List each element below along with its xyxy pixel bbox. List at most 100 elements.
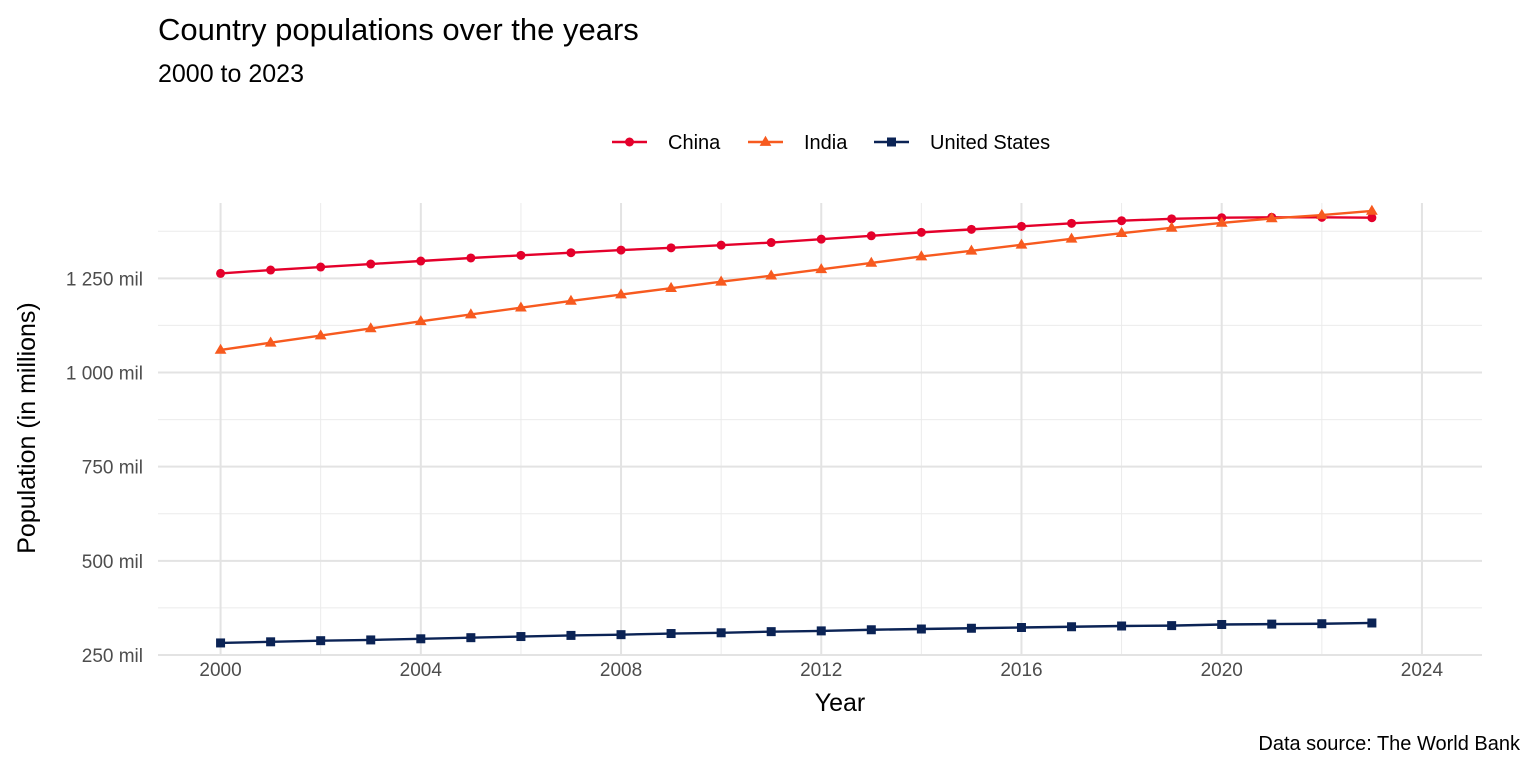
legend-label: United States xyxy=(930,132,1050,154)
chart-title: Country populations over the years xyxy=(158,12,639,47)
data-point-india xyxy=(1165,221,1178,232)
x-tick-label: 2008 xyxy=(600,660,642,681)
chart-subtitle: 2000 to 2023 xyxy=(158,60,304,88)
legend-key-marker xyxy=(887,137,896,147)
legend-item-china: China xyxy=(612,132,721,154)
data-point-china xyxy=(1117,216,1127,226)
y-tick-label: 1 000 mil xyxy=(66,364,143,385)
data-point-china xyxy=(716,240,726,250)
grid-major xyxy=(158,203,1482,656)
data-point-china xyxy=(466,253,476,263)
y-tick-label: 750 mil xyxy=(82,458,143,479)
legend-key-marker xyxy=(759,135,772,146)
series-layer xyxy=(214,204,1378,648)
data-point-united-states xyxy=(1016,623,1026,633)
x-axis-title: Year xyxy=(815,689,866,717)
data-point-china xyxy=(1167,214,1177,224)
data-point-india xyxy=(915,250,928,261)
y-tick-label: 500 mil xyxy=(82,552,143,573)
data-point-india xyxy=(1365,204,1378,215)
data-point-united-states xyxy=(866,625,876,635)
data-point-united-states xyxy=(466,633,476,643)
data-point-india xyxy=(364,322,377,333)
data-point-india xyxy=(414,315,427,326)
data-point-united-states xyxy=(616,630,626,640)
data-point-united-states xyxy=(1267,619,1277,629)
x-tick-label: 2012 xyxy=(800,660,842,681)
y-axis-title: Population (in millions) xyxy=(13,302,41,554)
data-point-india xyxy=(1015,238,1028,249)
legend: China India United States xyxy=(612,132,1050,154)
x-tick-label: 2016 xyxy=(1000,660,1042,681)
legend-key-marker xyxy=(625,137,634,147)
series-line-india xyxy=(220,209,1372,352)
data-point-united-states xyxy=(1167,621,1177,631)
x-tick-label: 2004 xyxy=(400,660,443,681)
data-point-india xyxy=(1115,226,1128,237)
data-point-united-states xyxy=(416,634,426,644)
x-tick-label: 2020 xyxy=(1201,660,1243,681)
x-tick-label: 2000 xyxy=(199,660,241,681)
data-point-china xyxy=(616,245,626,255)
x-axis-ticks: 2000 2004 2008 2012 2016 2020 2024 xyxy=(199,660,1443,681)
data-point-united-states xyxy=(1117,621,1127,631)
y-tick-label: 250 mil xyxy=(82,646,143,667)
data-point-united-states xyxy=(266,637,276,647)
data-point-india xyxy=(665,281,677,292)
data-point-india xyxy=(815,263,828,274)
data-point-china xyxy=(216,268,226,278)
data-point-india xyxy=(515,301,527,312)
data-point-china xyxy=(316,262,326,272)
data-point-india xyxy=(565,294,577,305)
data-point-india xyxy=(865,256,878,267)
data-point-china xyxy=(816,234,826,244)
data-point-india xyxy=(1065,232,1078,243)
data-point-united-states xyxy=(1067,622,1077,632)
y-tick-label: 1 250 mil xyxy=(66,269,143,290)
data-point-united-states xyxy=(1217,619,1227,629)
data-point-united-states xyxy=(1367,618,1377,628)
data-point-india xyxy=(1315,208,1328,219)
legend-label: China xyxy=(668,132,721,154)
data-point-united-states xyxy=(716,628,726,638)
data-point-china xyxy=(1016,221,1026,231)
data-point-india xyxy=(214,343,227,354)
data-point-india xyxy=(1265,212,1278,223)
y-axis-ticks: 250 mil 500 mil 750 mil 1 000 mil 1 250 mil xyxy=(66,269,143,667)
data-point-india xyxy=(765,269,778,280)
data-point-india xyxy=(264,336,277,347)
legend-item-united-states: United States xyxy=(874,132,1050,154)
series-line-china xyxy=(220,216,1372,275)
data-point-united-states xyxy=(816,626,826,636)
data-point-united-states xyxy=(566,630,576,640)
data-point-india xyxy=(965,244,978,255)
data-point-united-states xyxy=(216,638,226,648)
data-point-china xyxy=(966,224,976,234)
data-point-united-states xyxy=(666,629,676,639)
data-point-china xyxy=(416,256,426,266)
data-point-united-states xyxy=(1317,619,1327,629)
series-china xyxy=(216,212,1377,278)
data-point-india xyxy=(715,275,728,286)
legend-label: India xyxy=(804,132,848,154)
series-india xyxy=(214,204,1378,354)
data-point-united-states xyxy=(516,632,526,642)
data-point-china xyxy=(1067,218,1077,228)
data-point-united-states xyxy=(316,636,326,646)
data-point-china xyxy=(1367,213,1377,223)
chart-caption: Data source: The World Bank xyxy=(1258,733,1521,755)
data-point-china xyxy=(666,243,676,253)
data-point-china xyxy=(366,259,376,269)
data-point-india xyxy=(314,329,327,340)
data-point-united-states xyxy=(366,635,376,645)
series-united-states xyxy=(216,618,1377,648)
data-point-china xyxy=(916,227,926,237)
data-point-india xyxy=(464,308,477,319)
data-point-china xyxy=(866,231,876,241)
data-point-china xyxy=(516,250,526,260)
data-point-china xyxy=(766,238,776,248)
data-point-india xyxy=(615,288,627,299)
legend-item-india: India xyxy=(748,132,848,154)
series-line-united-states xyxy=(220,621,1372,645)
